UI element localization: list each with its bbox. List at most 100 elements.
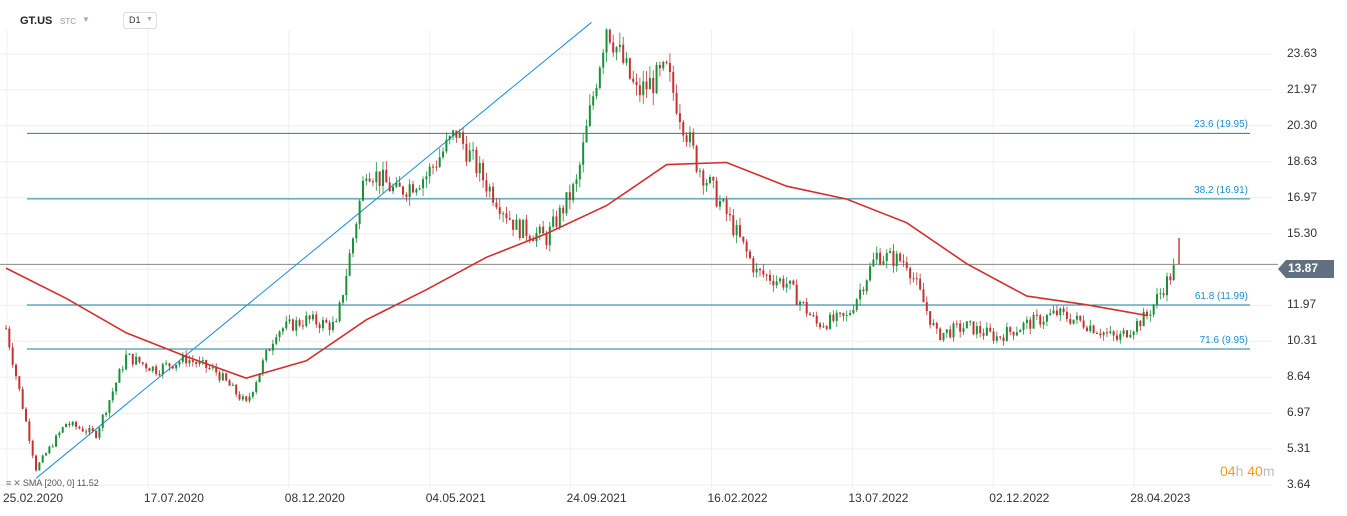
- candle-up: [175, 364, 178, 369]
- candle-up: [785, 283, 788, 288]
- candle-down: [1002, 337, 1005, 341]
- candle-up: [285, 321, 288, 329]
- candle-down: [525, 219, 528, 237]
- candle-down: [992, 331, 995, 341]
- candle-up: [351, 238, 354, 254]
- candle-down: [455, 130, 458, 138]
- timeframe-label: D1: [129, 15, 141, 25]
- candle-up: [281, 328, 284, 332]
- candle-down: [1082, 320, 1085, 328]
- candle-up: [1159, 293, 1162, 295]
- candle-up: [1052, 310, 1055, 314]
- candle-up: [118, 369, 121, 383]
- candle-up: [165, 363, 168, 365]
- current-price-value: 13.87: [1288, 261, 1319, 275]
- candle-down: [772, 280, 775, 286]
- candle-up: [775, 281, 778, 286]
- candle-up: [789, 280, 792, 284]
- candle-up: [829, 314, 832, 329]
- candle-up: [408, 184, 411, 197]
- candle-down: [742, 236, 745, 242]
- candles: [5, 28, 1180, 472]
- candle-down: [138, 356, 141, 363]
- candle-up: [889, 251, 892, 253]
- candle-up: [1149, 314, 1152, 316]
- y-tick-label: 3.64: [1287, 477, 1311, 491]
- candle-down: [652, 77, 655, 94]
- x-tick-label: 28.04.2023: [1130, 491, 1191, 505]
- candle-down: [1069, 318, 1072, 324]
- candle-down: [155, 366, 158, 374]
- candle-down: [308, 315, 311, 320]
- candle-down: [632, 78, 635, 82]
- candle-down: [432, 166, 435, 168]
- candle-up: [51, 446, 54, 448]
- candle-up: [705, 183, 708, 186]
- candle-down: [8, 328, 11, 348]
- candle-down: [68, 423, 71, 426]
- candle-up: [198, 360, 201, 364]
- candle-down: [528, 236, 531, 240]
- candle-up: [642, 81, 645, 96]
- y-tick-label: 10.31: [1287, 333, 1318, 348]
- candle-down: [5, 328, 7, 330]
- candle-up: [425, 176, 428, 180]
- candle-up: [105, 412, 108, 415]
- candle-up: [1122, 330, 1125, 334]
- candle-up: [869, 266, 872, 281]
- trend-line[interactable]: [35, 21, 592, 479]
- candle-down: [225, 373, 228, 381]
- candle-down: [802, 301, 805, 303]
- candle-up: [538, 226, 541, 234]
- y-tick-label: 20.30: [1287, 117, 1318, 132]
- candle-down: [879, 252, 882, 265]
- candle-down: [1162, 293, 1165, 296]
- close-icon[interactable]: ✕: [13, 478, 21, 488]
- fib-level-label: 61.8 (11.99): [1194, 290, 1248, 302]
- menu-icon[interactable]: ≡: [6, 478, 12, 488]
- candle-down: [485, 180, 488, 192]
- candle-up: [985, 327, 988, 336]
- candle-up: [852, 310, 855, 314]
- candle-down: [158, 373, 161, 375]
- candle-up: [295, 320, 298, 331]
- candle-down: [982, 333, 985, 336]
- candle-down: [695, 145, 698, 172]
- timeframe-select[interactable]: D1 ▼: [123, 12, 157, 29]
- candle-down: [465, 143, 468, 162]
- candle-down: [1092, 325, 1095, 334]
- chevron-down-icon: ▼: [146, 16, 153, 23]
- candle-down: [795, 284, 798, 305]
- candle-up: [258, 373, 261, 383]
- chevron-down-icon[interactable]: ▼: [82, 15, 90, 24]
- candle-down: [922, 289, 925, 303]
- candle-up: [582, 142, 585, 165]
- y-tick-label: 6.97: [1287, 405, 1311, 420]
- symbol-label[interactable]: GT.US: [20, 15, 53, 27]
- candle-up: [585, 125, 588, 143]
- candle-up: [735, 225, 738, 236]
- candle-down: [318, 324, 321, 329]
- candle-up: [625, 58, 628, 63]
- candle-up: [572, 184, 575, 201]
- candle-down: [1146, 311, 1148, 316]
- candle-up: [468, 150, 471, 162]
- candle-up: [592, 96, 595, 106]
- candle-down: [675, 92, 678, 114]
- candle-up: [1132, 331, 1135, 336]
- candle-down: [608, 29, 611, 43]
- fibonacci-levels: [27, 132, 1250, 350]
- candle-up: [845, 315, 848, 317]
- candle-down: [388, 182, 391, 192]
- candle-down: [812, 315, 815, 317]
- candle-down: [762, 270, 765, 275]
- candle-up: [932, 322, 935, 325]
- candle-up: [181, 354, 184, 362]
- candle-up: [969, 321, 972, 323]
- candle-up: [321, 319, 324, 329]
- candle-down: [1095, 333, 1098, 335]
- candle-up: [849, 313, 852, 316]
- x-tick-label: 16.02.2022: [707, 491, 768, 505]
- candle-up: [565, 192, 568, 214]
